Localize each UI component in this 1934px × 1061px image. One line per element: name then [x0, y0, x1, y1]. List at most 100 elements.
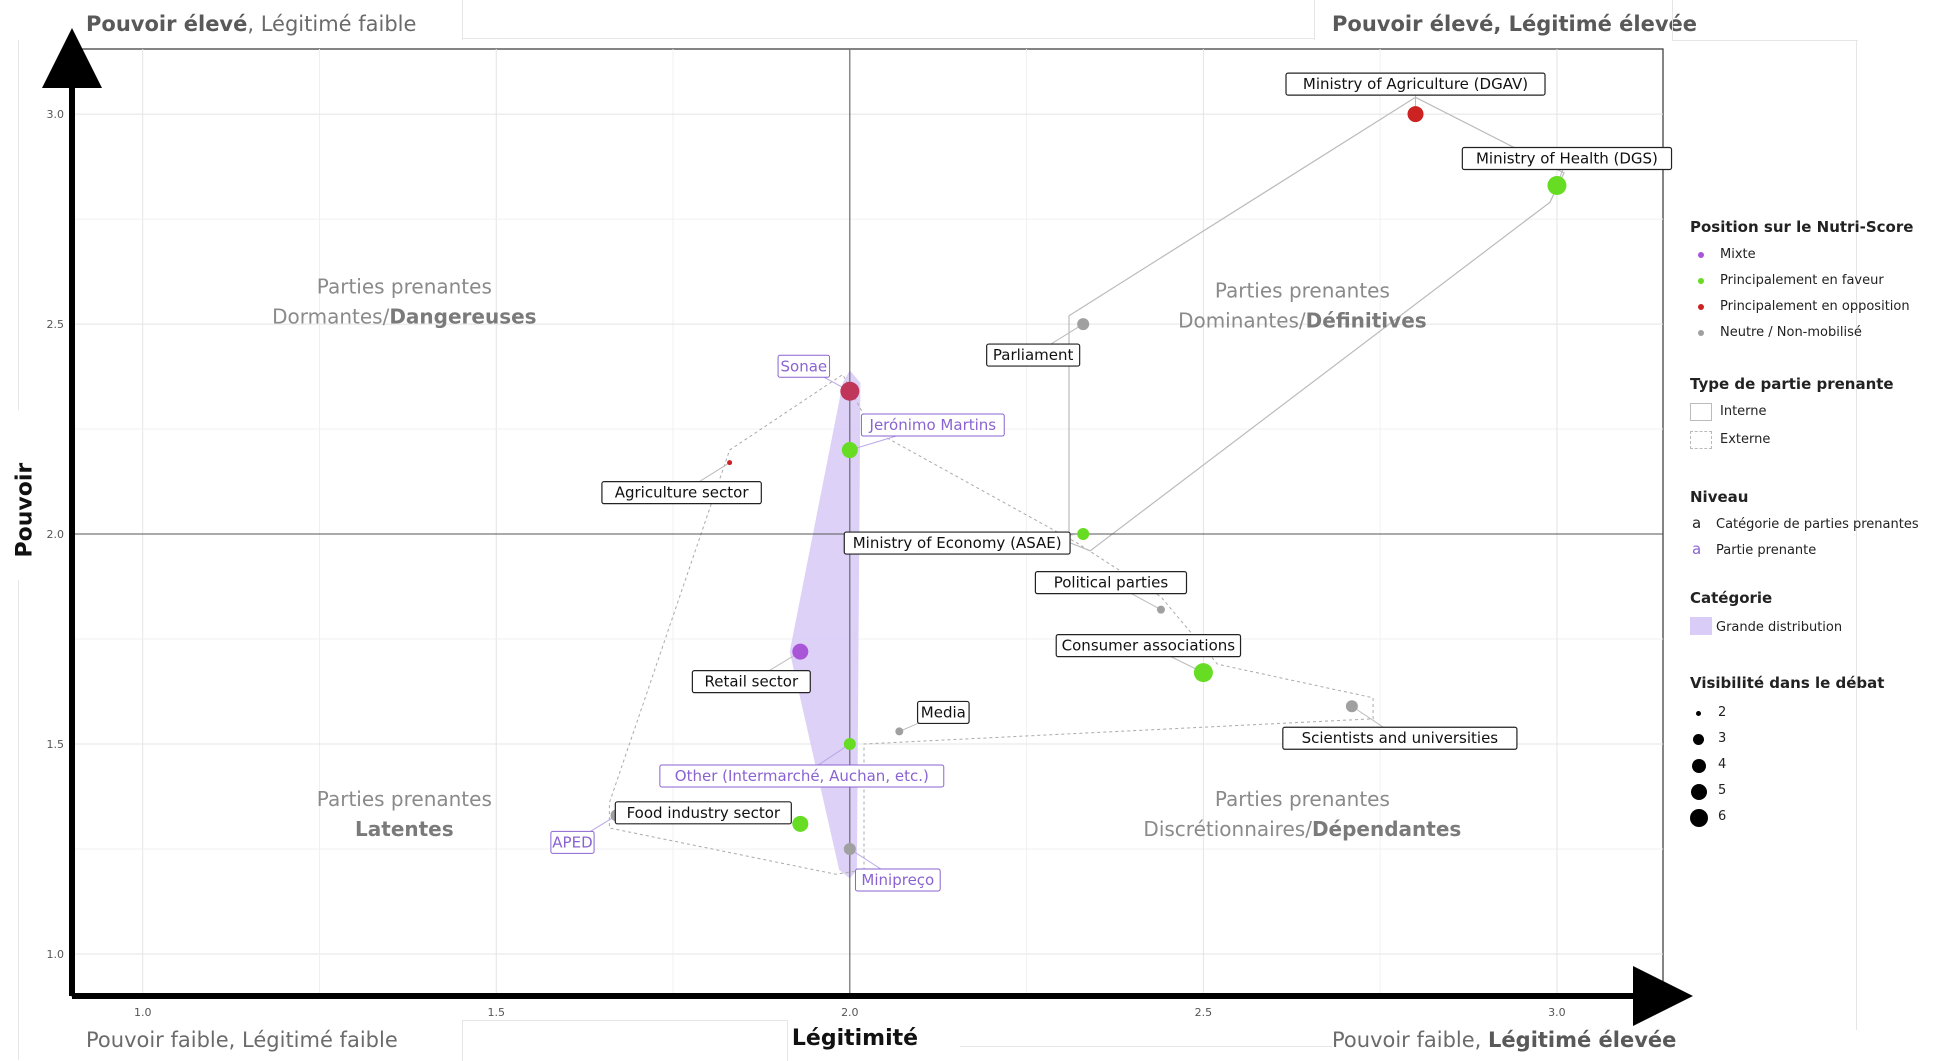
point-label-box [1461, 146, 1673, 171]
data-point [727, 460, 733, 466]
legend-label: 3 [1718, 731, 1727, 746]
data-point [792, 643, 809, 660]
data-point [1547, 175, 1567, 195]
y-tick-label: 3.0 [47, 108, 65, 121]
point-label: Other (Intermarché, Auchan, etc.) [675, 767, 929, 785]
plot-border [71, 48, 1664, 997]
legend-size-swatch [1693, 734, 1704, 745]
quadrant-label-line2: Discrétionnaires/Dépendantes [1143, 817, 1461, 841]
point-label-box [614, 801, 792, 825]
y-tick-label: 2.0 [47, 528, 65, 541]
frame-line [462, 0, 463, 40]
x-tick-label: 3.0 [1548, 1006, 1566, 1019]
y-tick-label: 2.5 [47, 318, 65, 331]
x-axis-title: Légitimité [791, 1026, 919, 1051]
point-label: Parliament [993, 346, 1074, 364]
point-label-box [601, 481, 762, 505]
data-point [1407, 106, 1424, 123]
point-label-box [691, 670, 811, 694]
legend-size-swatch [1696, 711, 1701, 716]
quadrant-label-line1: Parties prenantes [317, 787, 492, 811]
point-label: Media [921, 703, 966, 721]
quadrant-label-type: Dominantes/ [1178, 309, 1306, 333]
point-label: APED [552, 833, 592, 851]
frame-line [1856, 40, 1857, 1030]
point-label: Consumer associations [1062, 637, 1236, 655]
point-label-box [1055, 634, 1242, 658]
point-labels: Ministry of Agriculture (DGAV) Ministry o… [550, 72, 1673, 892]
legend-item: 3 [1690, 726, 1884, 752]
corner-label-top-right: Pouvoir élevé, Légitimé élevée [1332, 12, 1698, 36]
legend-glyph: a [1692, 514, 1702, 532]
frame-line [18, 580, 19, 1060]
data-point [840, 381, 860, 401]
point-label-box [550, 830, 595, 854]
legend-title: Niveau [1690, 488, 1749, 506]
point-label-box [916, 700, 970, 725]
frame-line [1672, 0, 1673, 40]
data-point [1156, 605, 1165, 614]
legend-label: Externe [1720, 432, 1771, 447]
frame-line [462, 1020, 463, 1061]
quadrant-label-type: Dormantes/ [272, 304, 389, 328]
legend-item: Mixte [1690, 242, 1913, 268]
legend-item: Principalement en opposition [1690, 294, 1913, 320]
legend-item: 6 [1690, 804, 1884, 830]
point-label: Political parties [1054, 574, 1169, 592]
legend-item: a Partie prenante [1690, 538, 1816, 564]
point-label: Scientists and universities [1302, 729, 1499, 747]
point-label: Agriculture sector [615, 484, 750, 502]
point-label: Food industry sector [627, 804, 781, 822]
data-point [1345, 700, 1358, 713]
grande-distribution-hull [789, 370, 861, 879]
reference-lines [72, 49, 1663, 996]
point-label: Retail sector [704, 673, 799, 691]
axes [42, 28, 1693, 1026]
legend-item: Grande distribution [1690, 615, 1842, 641]
legend-item: Externe [1690, 427, 1894, 455]
legend-faveur-swatch [1698, 278, 1704, 284]
legend-label: Interne [1720, 404, 1767, 419]
y-axis-title: Pouvoir [12, 462, 38, 558]
legend-item: 4 [1690, 752, 1884, 778]
x-tick-label: 1.0 [134, 1006, 152, 1019]
quadrant-label-line1: Parties prenantes [1215, 279, 1390, 303]
legend-opposition-swatch [1698, 304, 1704, 310]
y-tick-label: 1.5 [47, 738, 65, 751]
legend-position: Position sur le Nutri-Score Mixte Princi… [1690, 218, 1913, 346]
frame-line [462, 1020, 787, 1021]
point-label-box [777, 354, 831, 378]
point-label-box [659, 764, 945, 788]
legend-externe-swatch [1690, 431, 1712, 449]
legend-item: Interne [1690, 399, 1894, 427]
legend-item: Neutre / Non-mobilisé [1690, 320, 1913, 346]
data-point [895, 727, 904, 736]
x-tick-label: 1.5 [488, 1006, 506, 1019]
legend-mixte-swatch [1698, 252, 1704, 258]
point-label: Ministry of Health (DGS) [1476, 149, 1658, 167]
quadrant-label-line2: Dominantes/Définitives [1178, 309, 1427, 333]
quadrant-label-type-bold: Définitives [1306, 309, 1427, 333]
legend-visibilite: Visibilité dans le débat 2 3 4 5 6 [1690, 674, 1884, 830]
legend-label: 4 [1718, 757, 1727, 772]
legend-size-swatch [1692, 759, 1706, 773]
data-point [1077, 318, 1090, 331]
x-tick-label: 2.0 [841, 1006, 859, 1019]
legend-glyph: a [1692, 540, 1702, 558]
quadrant-label-type-bold: Latentes [355, 817, 454, 841]
legend-item: Principalement en faveur [1690, 268, 1913, 294]
quadrant-label-type-bold: Dépendantes [1312, 817, 1461, 841]
point-label: Minipreço [861, 871, 934, 889]
legend-grande-distribution-swatch [1690, 617, 1712, 635]
corner-label-bottom-left: Pouvoir faible, Légitimé faible [86, 1028, 398, 1052]
corner-label-bottom-right: Pouvoir faible, Légitimé élevée [1332, 1028, 1677, 1052]
data-point [1193, 663, 1213, 683]
point-label-box [1285, 72, 1546, 96]
quadrant-label-line2: Latentes [355, 817, 454, 841]
legend-title: Catégorie [1690, 589, 1773, 607]
legend-neutre-swatch [1698, 330, 1704, 336]
legend-label: Principalement en faveur [1720, 273, 1884, 288]
point-label-box [1282, 726, 1518, 750]
legend-type: Type de partie prenante Interne Externe [1690, 375, 1894, 455]
legend-niveau: Niveau a Catégorie de parties prenantes a… [1690, 488, 1919, 564]
